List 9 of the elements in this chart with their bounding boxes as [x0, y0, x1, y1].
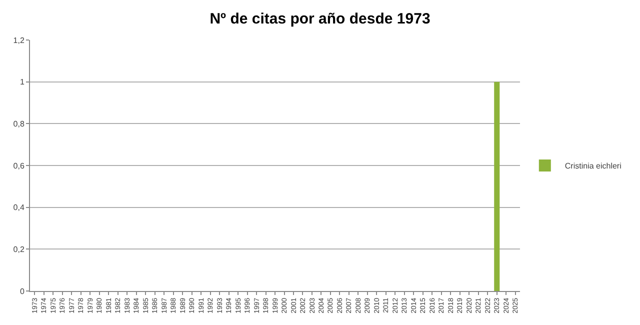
y-tick-label: 0	[20, 286, 25, 296]
y-tick-label: 0,8	[13, 119, 25, 128]
y-tick-label: 1,2	[13, 36, 25, 45]
y-tick-label: 0,2	[13, 244, 25, 254]
y-tick-label: 0,4	[13, 203, 25, 212]
chart-title: Nº de citas por año desde 1973	[210, 10, 430, 28]
y-tick-label: 0,6	[13, 161, 25, 170]
y-tick-label: 1	[20, 78, 25, 87]
legend-label: Cristinia eichleri	[564, 162, 622, 171]
